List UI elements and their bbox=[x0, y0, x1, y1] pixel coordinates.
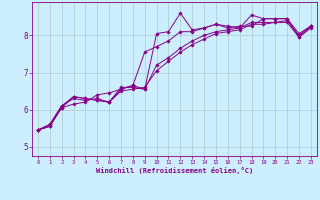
X-axis label: Windchill (Refroidissement éolien,°C): Windchill (Refroidissement éolien,°C) bbox=[96, 167, 253, 174]
